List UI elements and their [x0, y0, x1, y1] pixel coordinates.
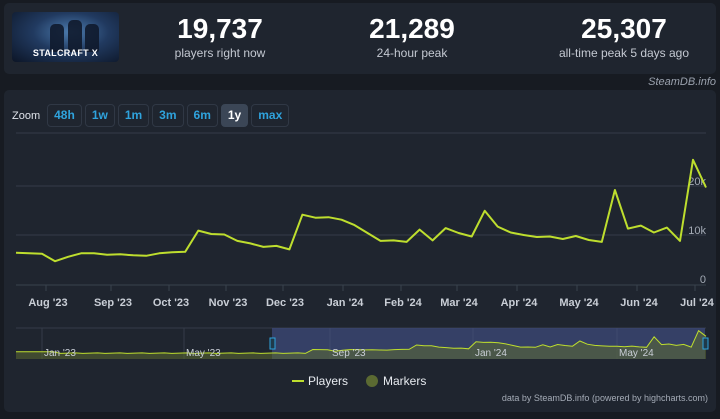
y-gridlines [16, 185, 706, 286]
svg-text:Feb '24: Feb '24 [384, 297, 422, 309]
svg-text:10k: 10k [688, 225, 706, 237]
zoom-3m-button[interactable]: 3m [152, 104, 184, 127]
svg-text:Dec '23: Dec '23 [266, 297, 304, 309]
stat-label: 24-hour peak [376, 46, 448, 60]
chart-legend: Players Markers [292, 374, 426, 388]
markers-legend-swatch [366, 375, 379, 387]
navigator-line [16, 329, 707, 354]
zoom-1y-button[interactable]: 1y [220, 104, 249, 127]
svg-text:Jan '24: Jan '24 [475, 348, 507, 359]
x-axis-ticks [45, 285, 696, 291]
zoom-1m-button[interactable]: 1m [117, 104, 150, 127]
svg-text:Nov '23: Nov '23 [209, 297, 248, 309]
svg-text:Jul '24: Jul '24 [680, 297, 715, 309]
players-line[interactable] [15, 158, 707, 263]
highcharts-credit[interactable]: data by SteamDB.info (powered by highcha… [501, 393, 708, 403]
zoom-max-button[interactable]: max [251, 104, 290, 127]
players-legend-swatch [292, 380, 304, 382]
cover-figure [85, 24, 99, 52]
navigator-right-handle[interactable] [702, 337, 709, 350]
zoom-48h-button[interactable]: 48h [47, 104, 82, 127]
zoom-label: Zoom [12, 109, 41, 122]
cover-figure [50, 24, 64, 52]
svg-text:Jan '23: Jan '23 [44, 348, 76, 359]
stat-label: all-time peak 5 days ago [558, 46, 690, 60]
stat-24h-peak: 21,289 24-hour peak [352, 13, 472, 61]
legend-markers[interactable]: Markers [383, 374, 427, 388]
svg-text:Apr '24: Apr '24 [501, 297, 539, 309]
zoom-range-selector: Zoom 48h 1w 1m 3m 6m 1y max [12, 104, 290, 127]
svg-text:Aug '23: Aug '23 [28, 297, 67, 309]
cover-figure [68, 20, 82, 52]
navigator-left-handle[interactable] [269, 337, 276, 350]
navigator-area [16, 330, 706, 359]
game-title: STALCRAFT X [32, 48, 99, 58]
svg-text:0: 0 [700, 274, 706, 286]
navigator[interactable]: Jan '23 May '23 Sep '23 Jan '24 May '24 [16, 327, 709, 359]
stat-value: 25,307 [581, 13, 667, 44]
svg-text:May '24: May '24 [619, 348, 654, 359]
stat-all-time-peak: 25,307 all-time peak 5 days ago [534, 13, 714, 61]
svg-text:Sep '23: Sep '23 [94, 297, 132, 309]
svg-text:May '23: May '23 [186, 348, 221, 359]
steamdb-credit-link[interactable]: SteamDB.info [648, 76, 716, 88]
svg-text:Jun '24: Jun '24 [620, 297, 658, 309]
svg-text:May '24: May '24 [559, 297, 599, 309]
svg-text:Mar '24: Mar '24 [440, 297, 478, 309]
game-cover-image[interactable]: STALCRAFT X [12, 12, 119, 62]
svg-text:Oct '23: Oct '23 [153, 297, 189, 309]
stat-current-players: 19,737 players right now [160, 13, 280, 61]
svg-text:Sep '23: Sep '23 [332, 348, 366, 359]
stat-label: players right now [174, 46, 266, 60]
zoom-6m-button[interactable]: 6m [186, 104, 218, 127]
stat-value: 19,737 [177, 13, 263, 44]
stats-panel [4, 3, 716, 74]
navigator-labels: Jan '23 May '23 Sep '23 Jan '24 May '24 [44, 348, 654, 359]
svg-text:Jan '24: Jan '24 [327, 297, 365, 309]
legend-players[interactable]: Players [308, 374, 349, 388]
stat-value: 21,289 [369, 13, 455, 44]
zoom-1w-button[interactable]: 1w [84, 104, 115, 127]
x-axis-labels: Aug '23 Sep '23 Oct '23 Nov '23 Dec '23 Jan '… [28, 297, 714, 309]
